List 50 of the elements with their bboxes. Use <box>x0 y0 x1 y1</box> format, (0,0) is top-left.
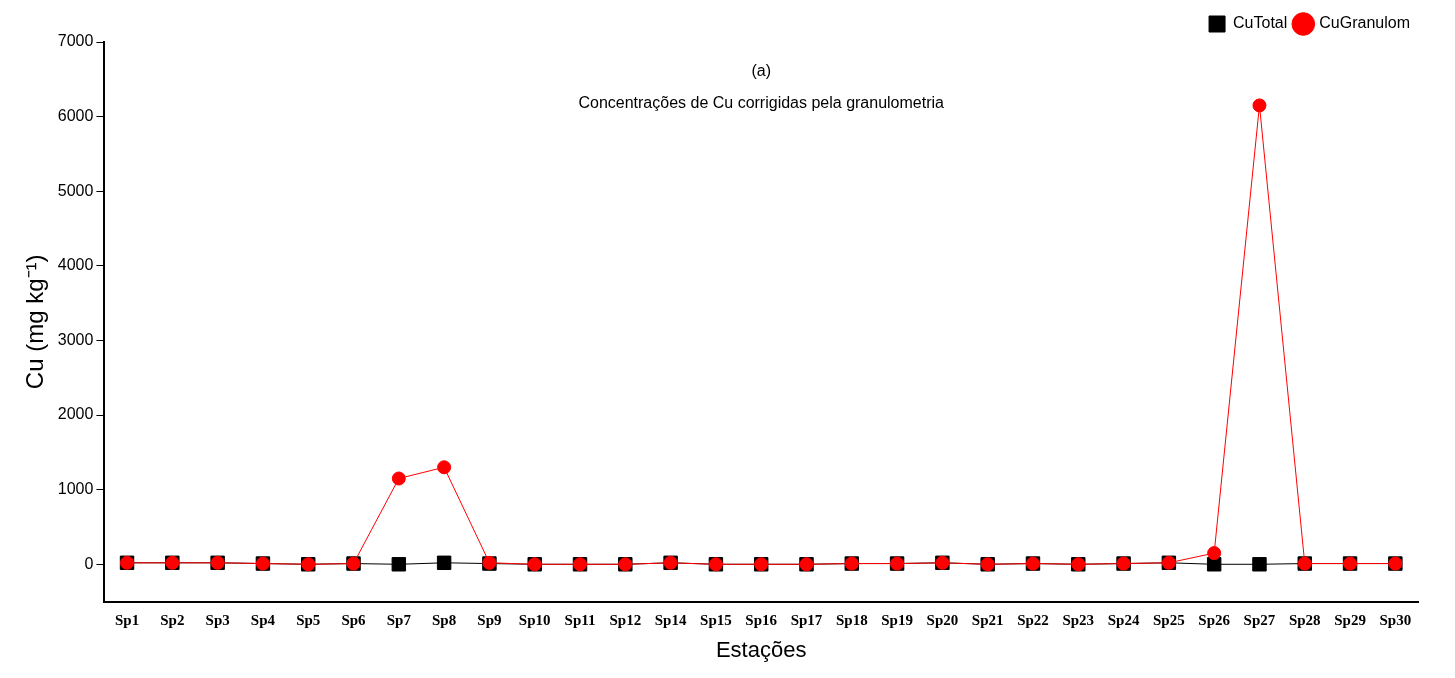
x-tick-label: Sp2 <box>160 612 185 629</box>
point <box>1207 546 1222 561</box>
y-tick-label: 6000 <box>57 107 94 125</box>
legend-label: CuGranulom <box>1319 14 1410 32</box>
x-axis-title: Estações <box>715 636 807 662</box>
x-tick-label: Sp10 <box>518 612 551 629</box>
x-tick-label: Sp11 <box>564 612 596 629</box>
x-tick-label: Sp6 <box>341 612 367 629</box>
x-tick-label: Sp4 <box>250 612 276 629</box>
x-tick-label: Sp19 <box>881 612 913 629</box>
x-tick-label: Sp5 <box>296 612 321 629</box>
y-tick-label: 2000 <box>57 405 94 423</box>
x-tick-label: Sp24 <box>1107 612 1140 629</box>
y-tick-label: 3000 <box>57 330 94 348</box>
x-tick-label: Sp28 <box>1288 612 1321 629</box>
point <box>391 471 406 486</box>
x-tick-label: Sp27 <box>1243 612 1276 629</box>
x-tick-label: Sp17 <box>790 612 823 629</box>
x-tick-label: Sp3 <box>205 612 230 629</box>
y-tick-label: 5000 <box>57 181 94 199</box>
x-tick-label: Sp18 <box>835 612 868 629</box>
point <box>437 460 452 475</box>
x-tick-label: Sp7 <box>386 612 412 629</box>
point <box>1252 557 1267 572</box>
y-tick-label: 7000 <box>57 32 94 50</box>
x-tick-label: Sp26 <box>1198 612 1231 629</box>
text: (a) <box>751 62 771 80</box>
x-tick-label: Sp15 <box>700 612 732 629</box>
x-tick-label: Sp1 <box>114 612 140 629</box>
x-tick-label: Sp14 <box>654 612 687 629</box>
text: Concentrações de Cu corrigidas pela granulometria <box>578 94 945 112</box>
point <box>391 557 407 572</box>
point <box>436 555 452 571</box>
x-tick-label: Sp29 <box>1334 612 1366 629</box>
x-tick-label: Sp16 <box>745 612 778 629</box>
x-tick-label: Sp30 <box>1379 612 1412 629</box>
x-tick-label: Sp23 <box>1062 612 1095 629</box>
y-tick-label: 0 <box>84 554 94 572</box>
x-tick-label: Sp12 <box>609 612 642 629</box>
x-tick-label: Sp20 <box>926 612 959 629</box>
y-tick-label: 1000 <box>57 480 94 498</box>
x-tick-label: Sp9 <box>477 612 502 629</box>
y-tick-label: 4000 <box>57 256 94 274</box>
x-tick-label: Sp21 <box>971 612 1004 629</box>
x-tick-label: Sp8 <box>432 612 457 629</box>
x-tick-label: Sp25 <box>1153 612 1185 629</box>
x-tick-label: Sp22 <box>1017 612 1049 629</box>
y-axis-title: Cu (mg kg⁻¹) <box>21 254 49 390</box>
point <box>1252 98 1267 113</box>
legend-label: CuTotal <box>1233 14 1288 32</box>
